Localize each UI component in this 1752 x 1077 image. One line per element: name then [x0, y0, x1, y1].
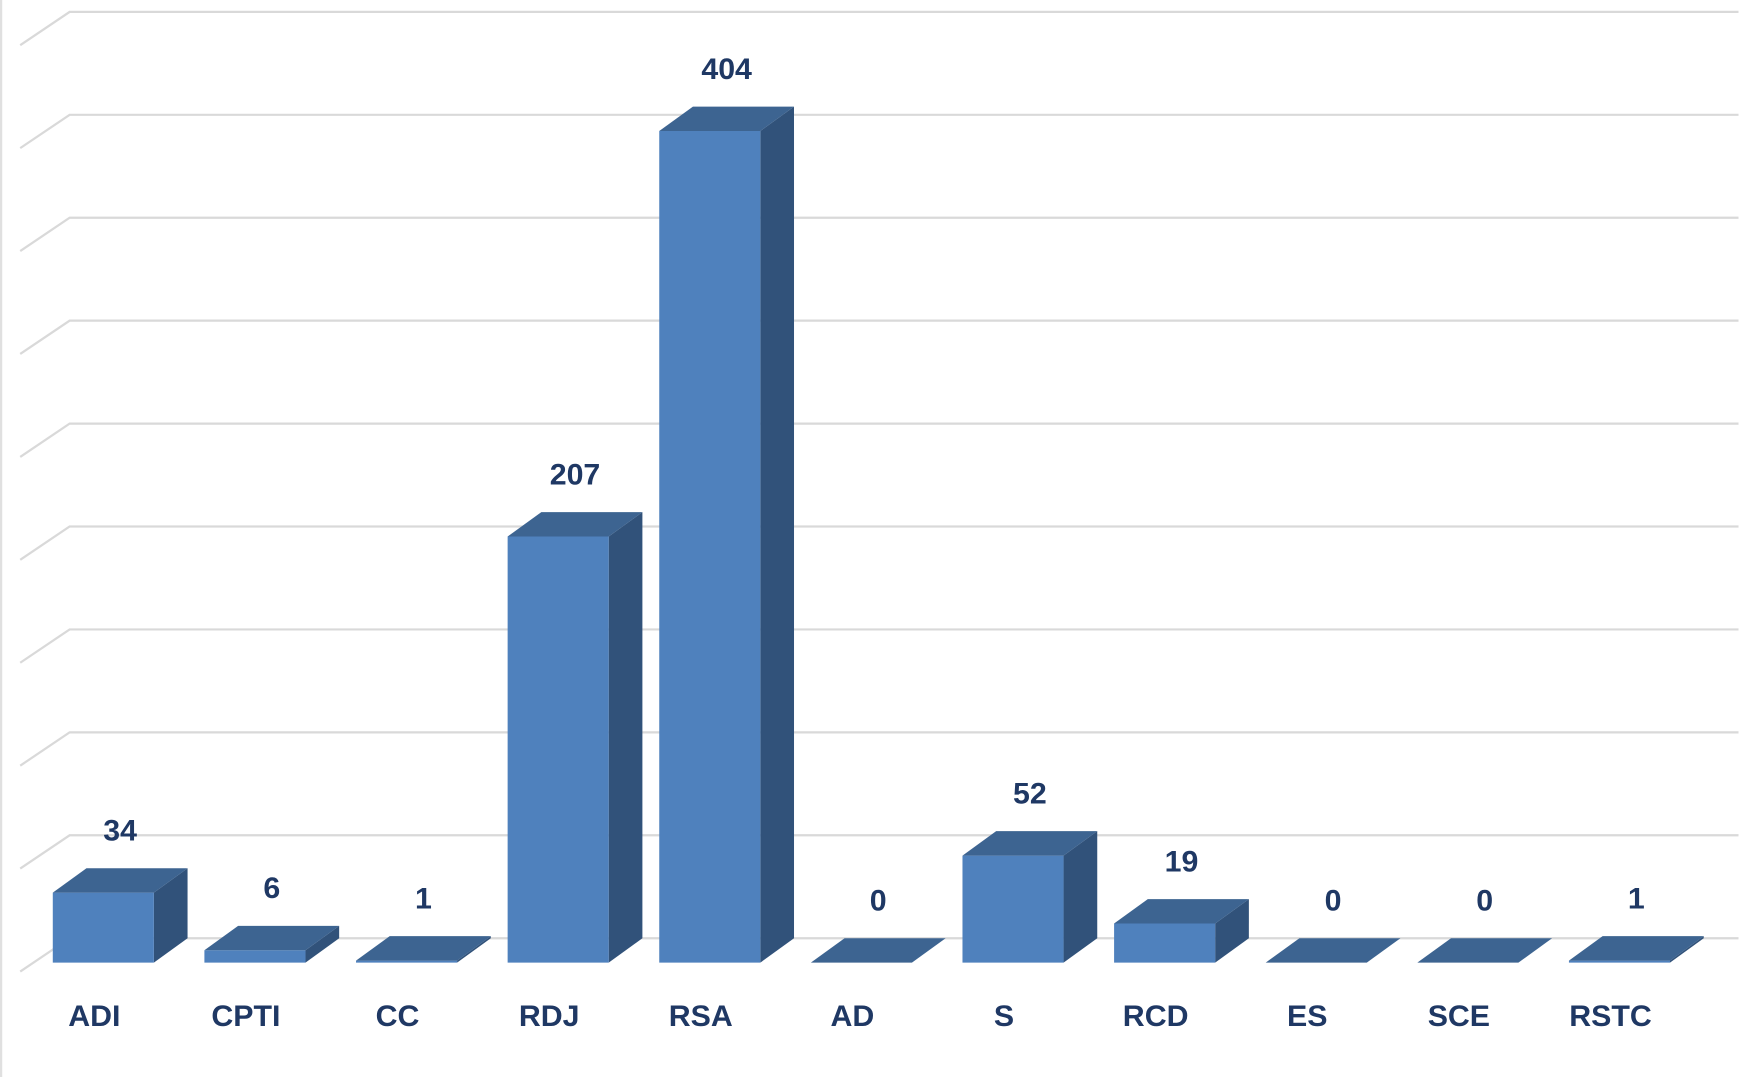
bar-front — [356, 960, 458, 963]
bar-top — [1417, 938, 1553, 963]
bar-front — [507, 536, 609, 963]
bar — [507, 512, 643, 963]
bar-top — [1114, 899, 1249, 924]
bar — [1568, 936, 1704, 963]
bar-front — [1568, 960, 1671, 963]
value-label: 6 — [263, 872, 280, 905]
bar — [356, 936, 491, 963]
bar-side — [760, 106, 795, 963]
bar — [659, 106, 795, 963]
bar-top — [52, 868, 188, 893]
value-label: 1 — [1628, 883, 1645, 916]
grid-line — [19, 628, 1739, 664]
bar-top — [507, 512, 643, 537]
bar — [962, 831, 1098, 963]
bar-front — [52, 892, 154, 963]
bar-top — [356, 936, 491, 961]
grid-line — [19, 422, 1739, 458]
grid-line — [19, 525, 1739, 561]
bar — [810, 938, 946, 963]
bar-side — [457, 936, 491, 963]
grid-line — [19, 319, 1739, 355]
bar-top — [1265, 938, 1401, 963]
bar — [1417, 938, 1553, 963]
value-label: 19 — [1165, 846, 1199, 879]
bar-side — [1670, 936, 1704, 963]
bar-top — [204, 925, 340, 951]
bar-front — [204, 950, 306, 963]
x-tick-label: CPTI — [211, 1000, 280, 1033]
bar-side — [305, 925, 340, 963]
grid-line — [19, 731, 1739, 767]
x-tick-label: SCE — [1428, 1000, 1490, 1033]
grid-line — [19, 113, 1739, 150]
bar-side — [1063, 831, 1098, 963]
bar-top — [659, 106, 795, 132]
x-tick-label: ES — [1287, 1000, 1327, 1033]
grid-line — [19, 216, 1739, 252]
value-label: 207 — [550, 459, 601, 492]
x-tick-label: CC — [376, 1000, 420, 1033]
grid-line — [19, 10, 1739, 47]
x-tick-label: RDJ — [519, 1000, 580, 1033]
bar-side — [153, 868, 188, 963]
bar — [52, 868, 188, 963]
value-label: 1 — [415, 883, 432, 916]
value-label: 0 — [1325, 885, 1342, 918]
bar-side — [608, 512, 643, 963]
x-tick-label: RSA — [669, 1000, 733, 1033]
bar — [204, 925, 340, 963]
x-tick-label: RCD — [1123, 1000, 1189, 1033]
x-tick-label: S — [994, 1000, 1014, 1033]
x-tick-label: RSTC — [1569, 1000, 1652, 1033]
bar-front — [659, 131, 761, 963]
value-label: 0 — [870, 885, 887, 918]
bar-top — [1568, 936, 1704, 961]
grid-line — [19, 834, 1739, 870]
bar-side — [1215, 899, 1249, 963]
bar — [1265, 938, 1401, 963]
value-label: 0 — [1476, 885, 1493, 918]
value-label: 34 — [103, 815, 137, 848]
bar — [1114, 899, 1249, 963]
bar-top — [962, 831, 1098, 856]
x-tick-label: AD — [831, 1000, 875, 1033]
value-label: 404 — [701, 53, 752, 86]
x-tick-label: ADI — [68, 1000, 120, 1033]
bar-top — [810, 938, 946, 963]
value-label: 52 — [1013, 778, 1047, 811]
bar-front — [962, 855, 1064, 963]
bar-front — [1114, 923, 1216, 963]
